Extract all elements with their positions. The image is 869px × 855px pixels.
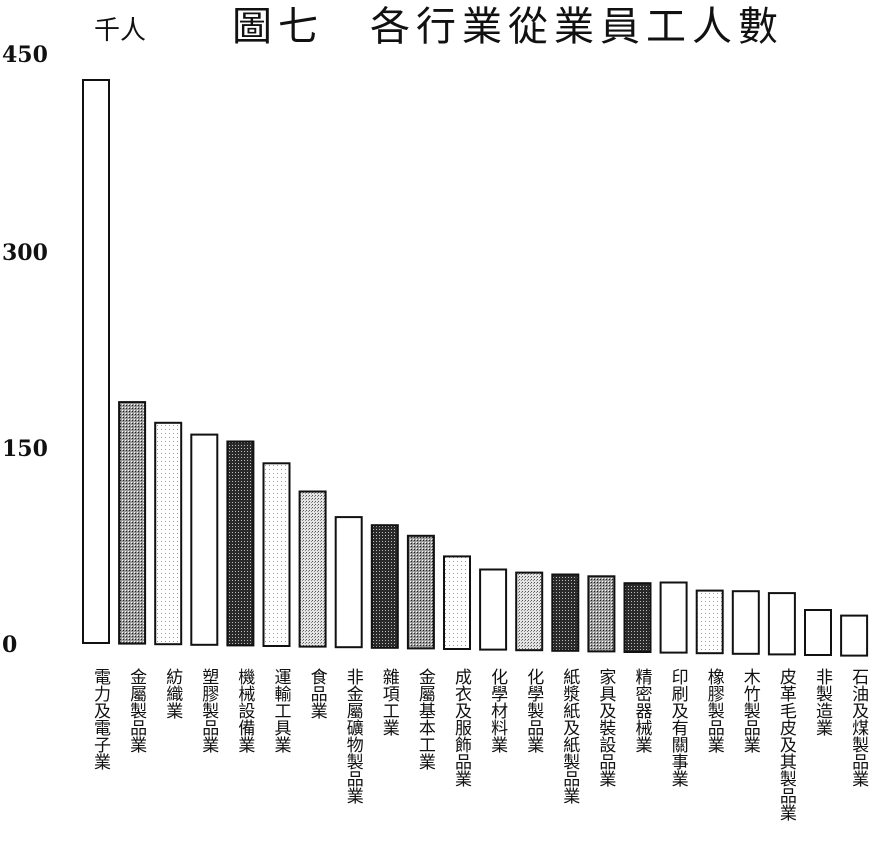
x-tick-label-19: 木竹製品業 bbox=[739, 668, 760, 753]
bar-21 bbox=[804, 609, 832, 656]
bar-1 bbox=[82, 79, 110, 644]
bar-4 bbox=[190, 433, 219, 646]
x-tick-label-15: 家具及裝設品業 bbox=[595, 668, 616, 787]
bar-16 bbox=[623, 582, 652, 654]
bar-10 bbox=[406, 534, 435, 650]
x-tick-label-1: 電力及電子業 bbox=[90, 668, 110, 770]
x-tick-label-7: 食品業 bbox=[306, 668, 327, 719]
bar-22 bbox=[840, 614, 869, 657]
x-tick-label-16: 精密器械業 bbox=[631, 668, 652, 753]
chart-title: 圖七 各行業從業員工人數 bbox=[232, 4, 784, 50]
bar-15 bbox=[587, 575, 616, 653]
bar-7 bbox=[298, 490, 327, 648]
bar-8 bbox=[334, 516, 363, 649]
x-tick-label-13: 化學製品業 bbox=[523, 668, 544, 753]
x-tick-label-9: 雜項工業 bbox=[378, 668, 399, 736]
x-tick-label-18: 橡膠製品業 bbox=[703, 668, 724, 753]
y-tick-label-0: 0 bbox=[2, 632, 18, 658]
x-tick-label-4: 塑膠製品業 bbox=[198, 668, 219, 753]
x-tick-label-10: 金屬基本工業 bbox=[414, 668, 435, 770]
x-tick-label-21: 非製造業 bbox=[812, 668, 832, 736]
bars-group bbox=[82, 79, 869, 657]
x-tick-label-2: 金屬製品業 bbox=[126, 668, 147, 753]
bar-2 bbox=[118, 401, 147, 645]
x-tick-label-5: 機械設備業 bbox=[234, 668, 255, 753]
x-tick-label-6: 運輸工具業 bbox=[270, 668, 291, 753]
bar-17 bbox=[659, 581, 688, 654]
x-tick-label-12: 化學材料業 bbox=[487, 668, 508, 753]
bar-6 bbox=[262, 462, 291, 647]
x-tick-label-17: 印刷及有關事業 bbox=[667, 668, 688, 787]
bar-9 bbox=[370, 524, 399, 649]
y-tick-label-300: 300 bbox=[2, 240, 48, 266]
x-tick-label-20: 皮革毛皮及其製品業 bbox=[775, 668, 796, 821]
bar-3 bbox=[154, 421, 183, 646]
x-tick-label-11: 成衣及服飾品業 bbox=[451, 668, 471, 787]
y-tick-label-450: 450 bbox=[2, 42, 48, 68]
bar-13 bbox=[515, 571, 544, 652]
x-tick-label-3: 紡織業 bbox=[162, 668, 183, 719]
bar-14 bbox=[551, 573, 580, 652]
y-tick-label-150: 150 bbox=[2, 436, 48, 462]
bar-12 bbox=[479, 568, 508, 651]
bar-18 bbox=[695, 589, 724, 655]
bar-19 bbox=[731, 590, 760, 655]
bar-20 bbox=[767, 592, 796, 656]
x-tick-label-8: 非金屬礦物製品業 bbox=[342, 668, 363, 804]
y-axis-unit-label: 千人 bbox=[94, 16, 147, 46]
x-tick-label-14: 紙漿紙及紙製品業 bbox=[559, 668, 580, 804]
bar-5 bbox=[226, 440, 255, 647]
bar-11 bbox=[443, 555, 471, 651]
x-tick-label-22: 石油及煤製品業 bbox=[848, 668, 869, 787]
